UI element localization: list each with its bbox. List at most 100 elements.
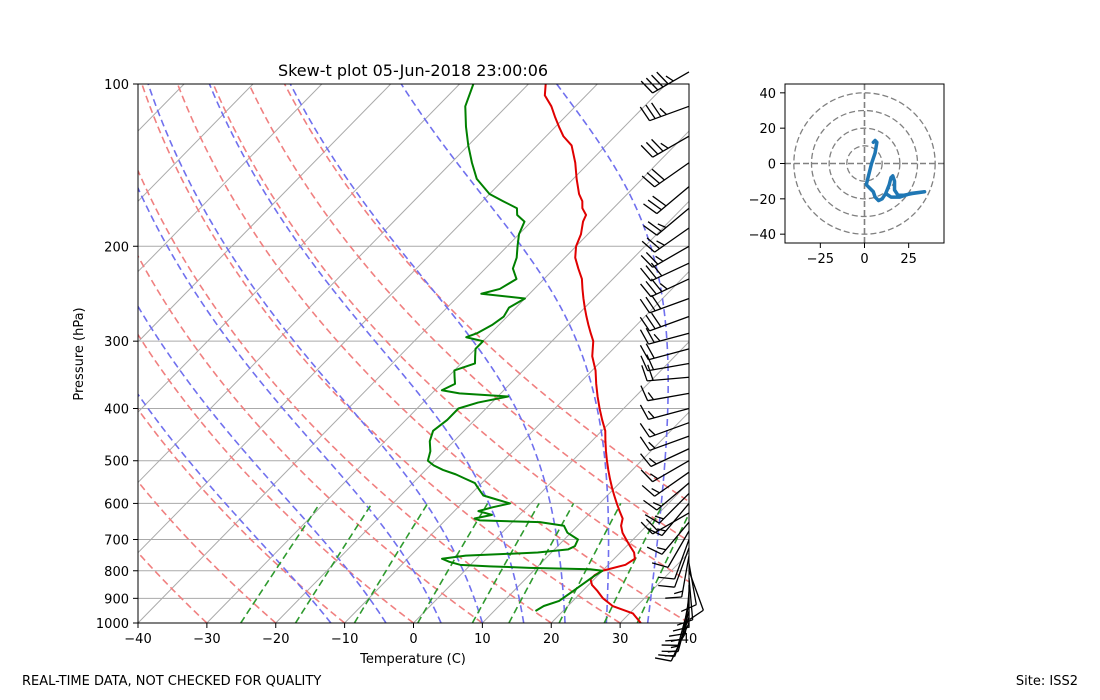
- hodograph-trace: [864, 138, 927, 203]
- skew-t-chart: Skew-t plot 05-Jun-2018 23:00:06 Pressur…: [0, 61, 697, 667]
- isotherm-line: [482, 411, 689, 623]
- x-tick-label: 40: [681, 632, 698, 647]
- hodo-x-tick-label: 0: [860, 252, 868, 267]
- wind-barb: [640, 460, 690, 483]
- wind-barb: [665, 555, 690, 599]
- range-ring: [846, 145, 883, 182]
- dry-adiabat-line: [138, 168, 552, 623]
- wind-barb: [661, 604, 690, 646]
- dry-adiabat-line: [248, 84, 689, 543]
- y-tick-label: 200: [104, 240, 129, 255]
- moist-adiabat-line: [147, 84, 484, 623]
- mixing-ratio-line: [603, 503, 664, 623]
- wind-barb: [641, 471, 690, 497]
- plot-frame: [137, 83, 690, 624]
- plot-area: [0, 84, 689, 623]
- isotherm-line: [138, 84, 529, 484]
- wind-barb: [658, 547, 690, 588]
- wind-barb: [640, 385, 690, 402]
- mixing-ratio-line: [471, 503, 540, 623]
- wind-barb: [641, 162, 690, 188]
- wind-barb: [651, 530, 690, 568]
- mixing-ratio-line: [240, 502, 321, 623]
- wind-barb: [643, 207, 690, 236]
- moist-adiabat-line: [138, 186, 442, 623]
- hodograph-x-tick-labels: −25 0 25: [807, 243, 917, 267]
- x-tick-label: −20: [262, 632, 289, 647]
- y-axis-label: Pressure (hPa): [72, 307, 87, 400]
- wind-barb: [646, 503, 690, 537]
- wind-barb: [646, 521, 690, 555]
- hodo-x-tick-label: 25: [900, 252, 917, 267]
- y-tick-label: 800: [104, 565, 129, 580]
- x-tick-label: −30: [193, 632, 220, 647]
- wind-barb: [640, 71, 690, 94]
- wind-barb: [639, 294, 690, 314]
- isotherm-line: [138, 84, 254, 203]
- y-tick-label: 300: [104, 335, 129, 350]
- y-tick-label: 500: [104, 455, 129, 470]
- wind-barb: [640, 448, 690, 468]
- hodo-x-tick-label: −25: [807, 252, 834, 267]
- dry-adiabat-line: [138, 408, 346, 623]
- dry-adiabat-line: [138, 333, 414, 623]
- dry-adiabat-line: [176, 84, 689, 623]
- x-tick-labels: −40 −30 −20 −10 0 10 20 30 40: [124, 623, 697, 647]
- mixing-ratio-line: [417, 503, 489, 623]
- hodograph-plot-area: [785, 84, 944, 243]
- moist-adiabat-line: [208, 84, 525, 623]
- hodo-y-tick-label: −20: [749, 193, 776, 208]
- isotherm-line: [344, 270, 689, 623]
- wind-barb: [644, 493, 690, 524]
- dry-adiabat-line: [138, 480, 277, 623]
- moist-adiabat-line: [556, 84, 669, 623]
- y-tick-labels: 100 200 300 400 500 600 700 800 900 1000: [96, 78, 138, 632]
- wind-barb: [688, 570, 704, 621]
- moist-adiabat-line: [138, 392, 332, 623]
- wind-barb: [640, 245, 690, 268]
- dry-adiabat-line: [0, 84, 69, 623]
- mixing-ratio-line: [508, 503, 575, 623]
- x-tick-label: −10: [331, 632, 358, 647]
- y-tick-label: 100: [104, 78, 129, 93]
- wind-barb: [640, 278, 690, 298]
- wind-barb: [639, 102, 690, 122]
- range-ring: [810, 109, 919, 218]
- temperature-profile-line: [543, 84, 642, 623]
- range-ring: [793, 92, 936, 235]
- wind-barb: [640, 135, 690, 158]
- x-tick-label: 10: [474, 632, 491, 647]
- dry-adiabat-line: [212, 84, 689, 583]
- range-ring: [828, 127, 901, 200]
- quality-disclaimer: REAL-TIME DATA, NOT CHECKED FOR QUALITY: [22, 674, 322, 689]
- isotherm-line: [138, 84, 323, 273]
- isotherm-line: [550, 481, 689, 623]
- moist-adiabat-line: [688, 618, 689, 623]
- x-tick-label: −40: [124, 632, 151, 647]
- wind-barb: [639, 404, 690, 421]
- hodo-y-tick-label: −40: [749, 228, 776, 243]
- hodo-y-tick-label: 0: [768, 158, 776, 173]
- mixing-ratio-line: [294, 502, 373, 623]
- y-tick-label: 600: [104, 497, 129, 512]
- isotherm-line: [138, 84, 667, 623]
- wind-barb: [640, 262, 690, 282]
- mixing-ratio-line: [353, 502, 429, 623]
- chart-title: Skew-t plot 05-Jun-2018 23:00:06: [278, 61, 548, 80]
- isotherm-line: [0, 84, 115, 623]
- dewpoint-profile-line: [426, 84, 604, 612]
- isotherm-line: [206, 130, 689, 623]
- isotherm-line: [138, 84, 598, 554]
- dry-adiabat-line: [283, 84, 689, 503]
- wind-barb: [643, 186, 690, 215]
- wind-barb: [639, 312, 690, 332]
- x-tick-label: 0: [409, 632, 417, 647]
- isotherm-line: [413, 341, 689, 623]
- wind-barb: [654, 622, 690, 662]
- wind-barb: [641, 364, 690, 382]
- wind-barb: [639, 422, 690, 438]
- wind-barb: [639, 343, 690, 361]
- isotherm-line: [688, 622, 689, 623]
- moist-adiabat-line: [289, 84, 566, 623]
- site-label: Site: ISS2: [1015, 674, 1078, 689]
